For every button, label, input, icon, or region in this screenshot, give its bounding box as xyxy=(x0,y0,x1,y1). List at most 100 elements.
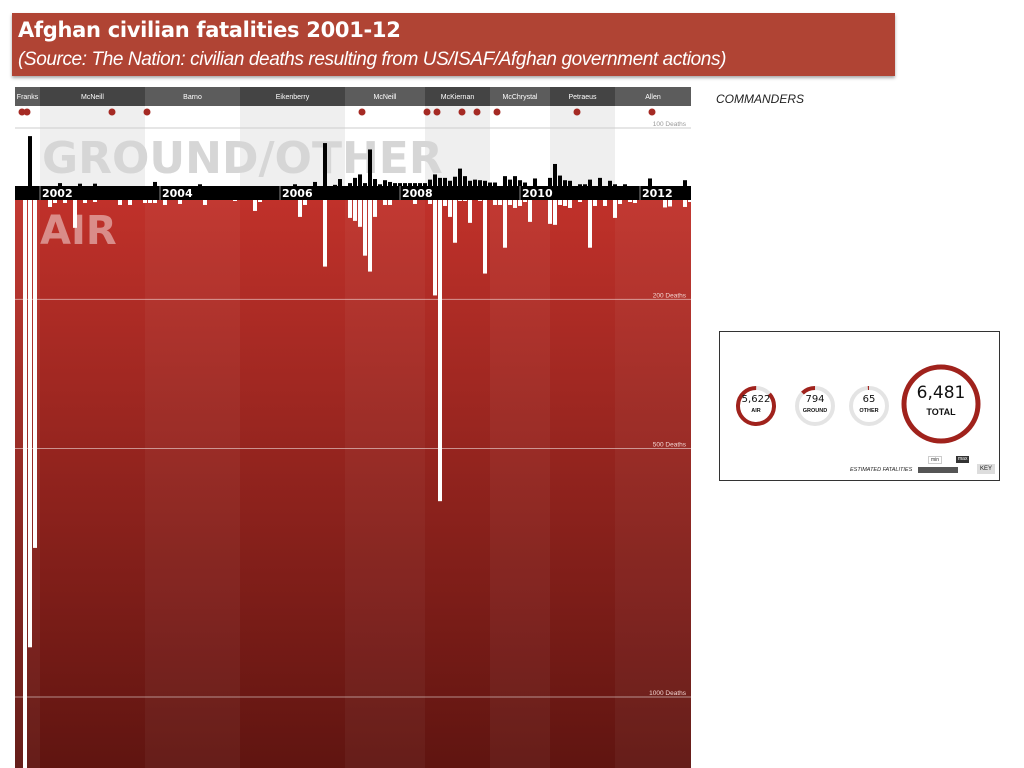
ground-bar xyxy=(683,180,687,186)
air-bar xyxy=(578,200,582,202)
ground-bar xyxy=(388,181,392,186)
year-tick-label: 2010 xyxy=(522,187,553,200)
commander-name: Barno xyxy=(183,94,202,101)
ground-bar xyxy=(373,179,377,186)
air-bar xyxy=(253,200,257,211)
air-bar xyxy=(683,200,687,207)
event-marker[interactable] xyxy=(423,108,431,116)
event-marker[interactable] xyxy=(458,108,466,116)
ground-bar xyxy=(578,184,582,186)
donut-air[interactable]: 5,622 AIR xyxy=(735,385,777,427)
key-button[interactable]: KEY xyxy=(977,464,996,474)
ground-bar xyxy=(448,180,452,186)
air-bar xyxy=(468,200,472,223)
donut-total[interactable]: 6,481 TOTAL xyxy=(901,364,981,444)
air-bar xyxy=(668,200,672,207)
commander-header-8 xyxy=(615,87,691,106)
gridline-label: 200 Deaths xyxy=(653,292,687,299)
event-marker[interactable] xyxy=(358,108,366,116)
donut-ground[interactable]: 794 GROUND xyxy=(794,385,836,427)
ground-bar xyxy=(483,180,487,186)
donut-arc xyxy=(901,364,981,444)
event-marker[interactable] xyxy=(108,108,116,116)
ground-bar xyxy=(523,182,527,186)
air-bar xyxy=(618,200,622,204)
air-bar xyxy=(348,200,352,218)
ground-bar xyxy=(608,180,612,186)
ground-label: GROUND xyxy=(802,408,828,414)
air-bar xyxy=(453,200,457,243)
commander-band-air xyxy=(345,200,425,768)
air-bar xyxy=(503,200,507,248)
ground-bar xyxy=(378,184,382,186)
air-bar xyxy=(233,200,237,201)
event-marker[interactable] xyxy=(143,108,151,116)
donut-other[interactable]: 65 OTHER xyxy=(848,385,890,427)
air-section-label: AIR xyxy=(40,208,117,254)
air-bar xyxy=(588,200,592,248)
event-marker[interactable] xyxy=(648,108,656,116)
air-bar xyxy=(443,200,447,206)
air-bar xyxy=(118,200,122,205)
air-bar xyxy=(688,200,691,202)
air-bar xyxy=(448,200,452,217)
total-count: 6,481 xyxy=(916,383,966,403)
event-marker[interactable] xyxy=(18,108,26,116)
ground-bar xyxy=(293,184,297,186)
year-tick-label: 2012 xyxy=(642,187,673,200)
ground-bar xyxy=(623,184,627,186)
ground-bar xyxy=(58,183,62,186)
ground-bar xyxy=(438,177,442,186)
donut-track xyxy=(849,386,889,426)
commander-name: Franks xyxy=(17,94,39,101)
air-bar xyxy=(153,200,157,203)
air-bar xyxy=(428,200,432,204)
ground-bar xyxy=(423,183,427,186)
commander-name: Eikenberry xyxy=(276,94,310,101)
event-marker[interactable] xyxy=(473,108,481,116)
ground-bar xyxy=(583,184,587,186)
commander-header-1 xyxy=(40,87,145,106)
donut-arc xyxy=(795,386,835,426)
ground-bar xyxy=(433,174,437,186)
commander-header-5 xyxy=(425,87,490,106)
commander-name: McKiernan xyxy=(441,94,475,101)
ground-bar xyxy=(403,183,407,186)
slider-max-handle[interactable]: max xyxy=(956,456,970,463)
air-background xyxy=(15,200,691,768)
fatalities-slider[interactable] xyxy=(918,467,958,473)
air-bar xyxy=(438,200,442,502)
year-tick-label: 2008 xyxy=(402,187,433,200)
ground-bar xyxy=(463,176,467,186)
air-bar xyxy=(363,200,367,256)
air-bar xyxy=(483,200,487,274)
slide-title: Afghan civilian fatalities 2001-12 xyxy=(18,18,401,42)
ground-bar xyxy=(513,176,517,186)
air-bar xyxy=(178,200,182,204)
ground-bar xyxy=(93,183,97,186)
air-bar xyxy=(323,200,327,267)
air-bar xyxy=(163,200,167,205)
donut-ring-air xyxy=(736,386,776,426)
commander-header-3 xyxy=(240,87,345,106)
donut-arc xyxy=(736,386,776,426)
slider-min-handle[interactable]: min xyxy=(928,456,943,464)
donut-ring-other xyxy=(849,386,889,426)
event-marker[interactable] xyxy=(573,108,581,116)
ground-bar xyxy=(508,179,512,186)
commander-name: Petraeus xyxy=(568,94,597,101)
ground-bar xyxy=(478,180,482,186)
commander-name: Allen xyxy=(645,94,661,101)
air-bar xyxy=(33,200,37,548)
ground-section-label: GROUND/OTHER xyxy=(42,133,443,184)
event-marker[interactable] xyxy=(433,108,441,116)
event-marker[interactable] xyxy=(493,108,501,116)
chart-svg: Franks McNeill Barno Eikenberry McNeill McKie… xyxy=(15,87,691,768)
ground-bar xyxy=(363,183,367,186)
event-marker[interactable] xyxy=(23,108,31,116)
gridline-label: 1000 Deaths xyxy=(649,690,687,697)
air-bar xyxy=(73,200,77,228)
air-bar xyxy=(83,200,87,203)
commander-band-ground xyxy=(40,106,145,186)
air-bar xyxy=(613,200,617,218)
